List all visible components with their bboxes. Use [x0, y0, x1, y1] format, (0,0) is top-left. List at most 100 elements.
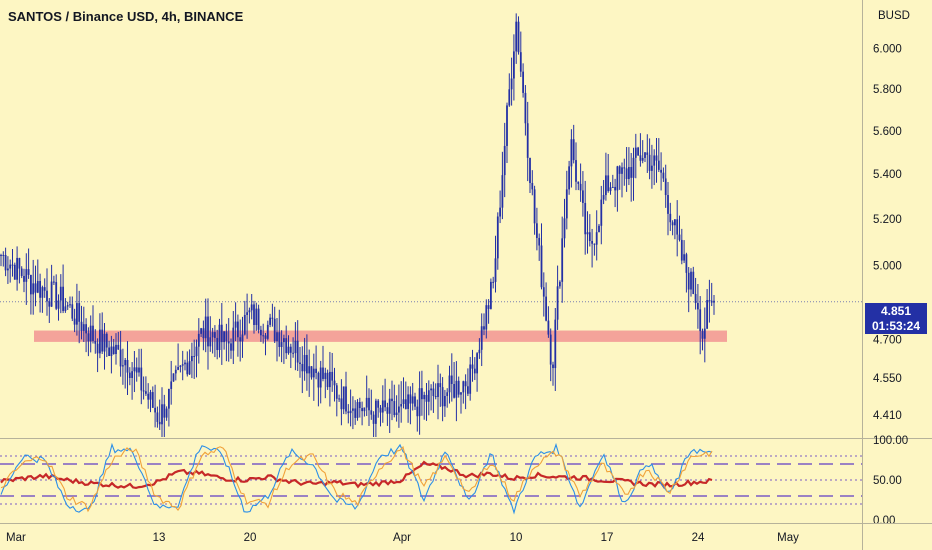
candle: [494, 235, 497, 293]
candle-body: [34, 283, 37, 293]
candle-body: [713, 300, 715, 303]
candle: [301, 346, 304, 394]
candle: [55, 274, 58, 311]
candle: [508, 73, 511, 107]
candle-body: [600, 199, 603, 226]
candle: [257, 304, 260, 334]
candle: [496, 212, 499, 270]
candle-body: [99, 329, 101, 354]
candle-body: [168, 388, 170, 409]
candle-body: [170, 381, 173, 389]
candle: [669, 202, 672, 231]
candle-body: [561, 238, 564, 282]
candle: [57, 294, 60, 321]
candle-body: [82, 324, 85, 331]
stoch_d-line: [0, 445, 713, 513]
time-tick-label: Apr: [393, 532, 411, 544]
candle-body: [628, 167, 630, 180]
candle-body: [506, 105, 508, 146]
candle: [246, 293, 248, 339]
candle: [506, 102, 508, 164]
candle: [441, 377, 444, 422]
candle: [476, 352, 478, 392]
candle: [115, 333, 117, 365]
candle: [36, 259, 39, 294]
candle: [524, 85, 527, 136]
price-axis[interactable]: BUSD 6.000 5.800 5.600 5.400 5.200 5.000 4.700 4…: [862, 0, 910, 550]
candle: [271, 303, 274, 327]
candle: [547, 306, 550, 338]
candle-body: [234, 321, 237, 328]
candle-body: [105, 333, 108, 348]
price-pane[interactable]: [0, 13, 932, 439]
candle: [352, 396, 354, 430]
candle-body: [333, 380, 336, 386]
time-axis[interactable]: Mar 13 20 Apr 10 17 24 May: [0, 523, 932, 545]
candle: [375, 398, 377, 437]
candle: [329, 351, 331, 407]
candle: [471, 349, 474, 382]
candle-body: [434, 396, 437, 398]
candle-body: [568, 166, 570, 190]
candle: [119, 330, 122, 377]
candle: [232, 311, 235, 365]
candle-body: [513, 51, 515, 79]
candle-body: [156, 412, 159, 422]
price-tick-label: 5.200: [873, 214, 902, 226]
candle-body: [644, 152, 646, 158]
candle-body: [356, 402, 359, 418]
candle-body: [667, 195, 669, 214]
candle: [522, 63, 524, 98]
candle-body: [78, 303, 81, 322]
candle-body: [476, 353, 478, 374]
candle: [96, 338, 99, 373]
candle: [430, 384, 432, 411]
candle: [128, 367, 131, 386]
candle: [701, 328, 704, 351]
candle: [99, 313, 101, 359]
candle-body: [319, 367, 322, 388]
candle: [204, 298, 207, 353]
candle: [283, 334, 285, 364]
candle-body: [708, 299, 711, 301]
candle-body: [531, 182, 534, 190]
candle: [239, 319, 242, 362]
candle-body: [138, 367, 140, 373]
candle: [276, 317, 278, 362]
candle-body: [154, 407, 156, 413]
candle: [434, 383, 437, 400]
price-tick-label: 4.700: [873, 334, 902, 346]
candle: [250, 294, 253, 320]
candle-body: [699, 309, 702, 332]
candle: [448, 365, 451, 404]
candle-body: [490, 281, 492, 309]
candle: [439, 373, 442, 407]
candle: [478, 338, 481, 359]
candle: [630, 153, 633, 202]
candle: [66, 301, 69, 310]
candle-body: [522, 71, 524, 93]
candle: [425, 382, 428, 421]
candle-body: [409, 394, 412, 404]
candle-body: [158, 421, 161, 425]
candle-body: [414, 396, 416, 407]
candle: [209, 316, 212, 352]
candle-body: [437, 383, 439, 397]
candle-body: [676, 219, 679, 235]
candle: [552, 361, 554, 386]
candle-body: [257, 308, 260, 330]
candle: [694, 277, 697, 310]
oscillator-pane[interactable]: [0, 442, 862, 515]
candle: [499, 190, 501, 224]
candle: [278, 309, 281, 357]
candle: [526, 101, 529, 182]
candle-body: [16, 257, 18, 280]
candle-body: [315, 368, 317, 373]
candle-body: [324, 372, 327, 379]
candle-body: [651, 165, 653, 171]
candle: [632, 147, 635, 201]
candle-body: [243, 314, 246, 335]
candle-body: [358, 402, 361, 409]
candle-body: [492, 281, 495, 283]
